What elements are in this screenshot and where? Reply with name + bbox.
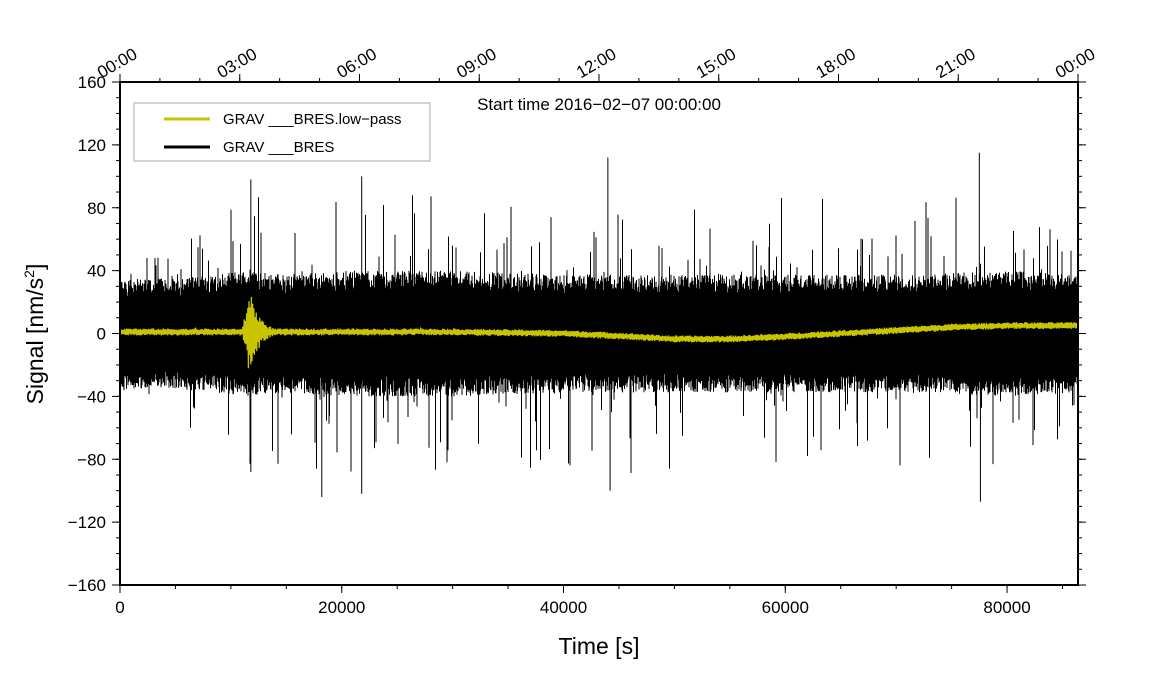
top-time-label-2: 06:00 — [334, 44, 380, 82]
y-tick-label-0: 160 — [78, 73, 106, 92]
y-tick-label-7: −120 — [68, 513, 106, 532]
x-axis: 0 20000 40000 60000 80000 — [115, 585, 1063, 617]
x-tick-label-2: 40000 — [540, 598, 587, 617]
y-axis: 160 120 80 40 0 −40 −80 −120 −160 — [68, 73, 1086, 595]
x-tick-label-0: 0 — [115, 598, 124, 617]
series-grav-bres — [119, 152, 1079, 502]
top-time-label-7: 21:00 — [932, 44, 978, 82]
y-axis-title: Signal [nm/s2] — [21, 264, 48, 405]
top-time-label-5: 15:00 — [693, 44, 739, 82]
x-tick-label-1: 20000 — [318, 598, 365, 617]
y-tick-label-5: −40 — [77, 387, 106, 406]
top-time-label-0: 00:00 — [94, 44, 140, 82]
lowpass-series-trace — [119, 296, 1079, 369]
legend-box — [133, 102, 431, 162]
x-axis-title: Time [s] — [559, 633, 640, 659]
top-time-label-8: 00:00 — [1052, 44, 1098, 82]
top-time-label-6: 18:00 — [813, 44, 859, 82]
y-axis-title-main: Signal [nm/s — [22, 278, 48, 405]
legend-label-bres: GRAV ___BRES — [223, 139, 334, 156]
top-time-label-1: 03:00 — [214, 44, 260, 82]
y-tick-label-3: 40 — [87, 262, 106, 281]
legend-label-lowpass: GRAV ___BRES.low−pass — [223, 111, 402, 128]
legend: GRAV ___BRES.low−pass GRAV ___BRES — [133, 102, 431, 162]
top-time-axis: 00:00 03:00 06:00 09:00 12:00 15:00 18:00 21:00… — [94, 44, 1098, 82]
y-tick-label-4: 0 — [97, 325, 106, 344]
series-grav-bres-lowpass — [119, 296, 1079, 369]
y-tick-label-1: 120 — [78, 136, 106, 155]
top-time-label-3: 09:00 — [453, 44, 499, 82]
y-axis-title-superscript: 2 — [21, 270, 37, 278]
y-tick-label-8: −160 — [68, 576, 106, 595]
y-tick-label-6: −80 — [77, 450, 106, 469]
y-axis-title-close: ] — [22, 264, 48, 270]
y-tick-label-2: 80 — [87, 199, 106, 218]
top-time-label-4: 12:00 — [573, 44, 619, 82]
start-time-annotation: Start time 2016−02−07 00:00:00 — [477, 95, 721, 114]
x-tick-label-4: 80000 — [983, 598, 1030, 617]
x-tick-label-3: 60000 — [762, 598, 809, 617]
